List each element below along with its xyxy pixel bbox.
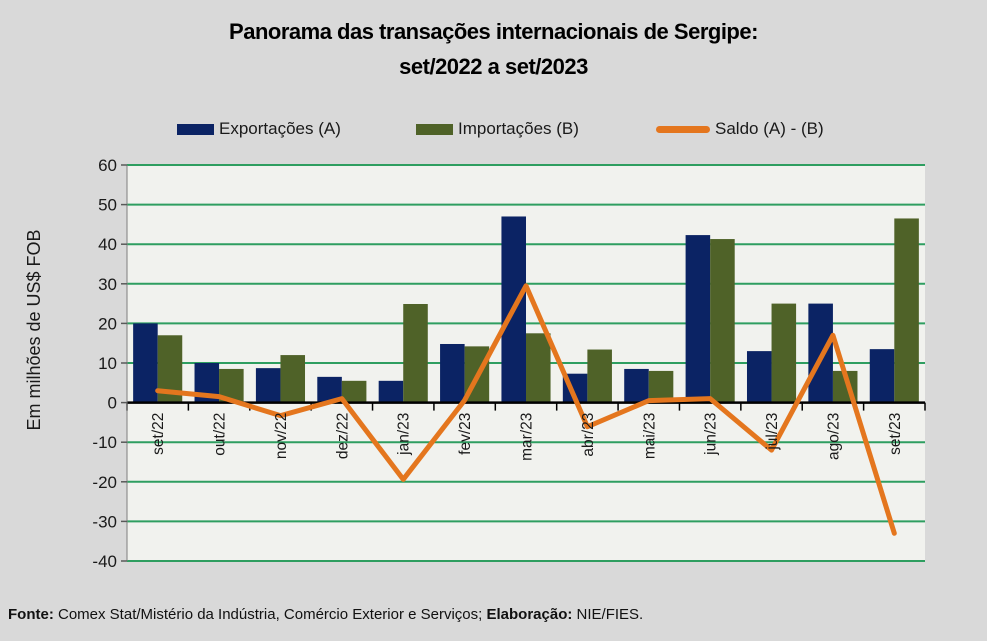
bar-exportacoes-jun/23 xyxy=(685,235,711,403)
chart-title: Panorama das transações internacionais d… xyxy=(0,14,987,84)
saldo-line-swatch-icon xyxy=(656,125,710,133)
bar-exportacoes-set/23 xyxy=(869,349,895,403)
bar-importacoes-mai/23 xyxy=(648,370,674,403)
exportacoes-swatch-icon xyxy=(177,123,214,135)
bar-exportacoes-jan/23 xyxy=(378,380,404,403)
x-tick-label: dez/22 xyxy=(334,413,351,460)
x-tick-label: jun/23 xyxy=(703,413,720,456)
legend-item-saldo: Saldo (A) - (B) xyxy=(656,117,824,141)
y-tick-label: -10 xyxy=(92,433,117,452)
bar-exportacoes-fev/23 xyxy=(440,343,465,403)
bar-exportacoes-jul/23 xyxy=(746,351,772,403)
x-tick-label: mar/23 xyxy=(519,413,536,461)
x-tick-label: jul/23 xyxy=(764,413,781,451)
y-tick-label: 20 xyxy=(98,314,117,333)
elaboracao-text: NIE/FIES. xyxy=(572,606,644,623)
legend-item-importacoes: Importações (B) xyxy=(416,117,579,141)
y-axis-title: Em milhões de US$ FOB xyxy=(24,229,44,430)
legend-item-exportacoes: Exportações (A) xyxy=(177,117,341,141)
bar-importacoes-nov/22 xyxy=(280,355,306,403)
x-tick-label: nov/22 xyxy=(273,413,290,460)
x-tick-label: out/22 xyxy=(212,413,229,456)
legend-label-exportacoes: Exportações (A) xyxy=(219,119,341,138)
bar-importacoes-jan/23 xyxy=(403,303,428,403)
bar-importacoes-mar/23 xyxy=(526,333,551,403)
y-tick-label: 30 xyxy=(98,275,117,294)
elaboracao-label: Elaboração: xyxy=(486,606,573,623)
bar-importacoes-dez/22 xyxy=(341,380,367,403)
y-tick-label: -40 xyxy=(92,552,117,571)
importacoes-swatch-icon xyxy=(416,123,453,135)
bar-importacoes-jul/23 xyxy=(771,303,797,403)
x-tick-label: set/22 xyxy=(150,413,167,455)
bar-importacoes-jun/23 xyxy=(710,239,735,403)
fonte-text: Comex Stat/Mistério da Indústria, Comérc… xyxy=(53,606,487,623)
chart-title-line1: Panorama das transações internacionais d… xyxy=(229,19,758,44)
y-tick-label: 60 xyxy=(98,156,117,175)
x-tick-label: ago/23 xyxy=(825,413,842,460)
x-tick-label: mai/23 xyxy=(641,413,658,460)
bar-exportacoes-nov/22 xyxy=(255,368,281,403)
legend-label-saldo: Saldo (A) - (B) xyxy=(715,119,824,138)
bar-importacoes-set/23 xyxy=(894,218,919,403)
x-tick-label: fev/23 xyxy=(457,413,474,455)
y-tick-label: 40 xyxy=(98,235,117,254)
legend-label-importacoes: Importações (B) xyxy=(458,119,579,138)
y-tick-label: 10 xyxy=(98,354,117,373)
source-note: Fonte: Comex Stat/Mistério da Indústria,… xyxy=(8,606,643,623)
bar-importacoes-abr/23 xyxy=(587,349,612,403)
y-tick-label: 0 xyxy=(108,394,117,413)
bar-exportacoes-mai/23 xyxy=(624,368,649,403)
saldo-line xyxy=(155,283,897,536)
y-tick-label: -20 xyxy=(92,473,117,492)
fonte-label: Fonte: xyxy=(8,606,54,623)
chart-title-line2: set/2022 a set/2023 xyxy=(399,54,588,79)
bar-exportacoes-set/22 xyxy=(133,323,158,403)
x-tick-label: set/23 xyxy=(887,413,904,455)
x-tick-label: jan/23 xyxy=(396,413,413,456)
x-tick-label: abr/23 xyxy=(580,413,597,457)
y-tick-label: 50 xyxy=(98,196,117,215)
y-tick-label: -30 xyxy=(92,512,117,531)
